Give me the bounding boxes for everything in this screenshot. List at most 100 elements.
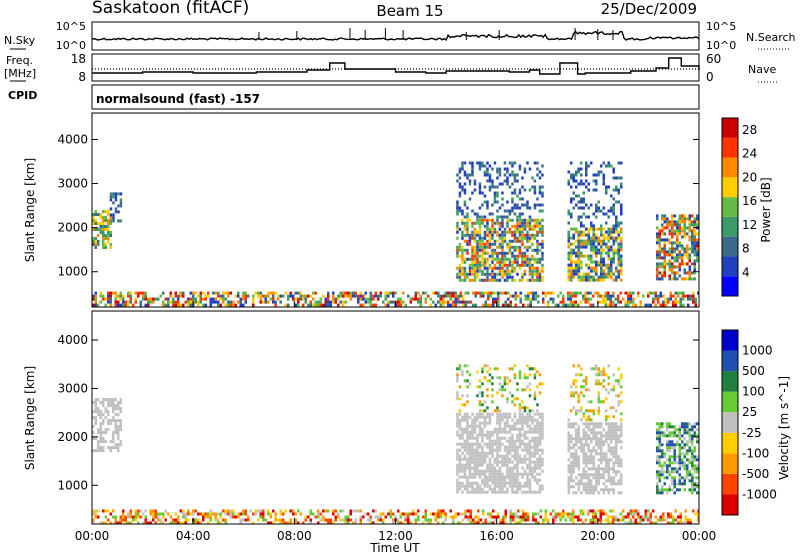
heatmap-cell (177, 515, 180, 519)
heatmap-cell (661, 256, 664, 260)
heatmap-cell (693, 253, 696, 257)
heatmap-cell (688, 229, 691, 233)
heatmap-cell (528, 227, 532, 231)
heatmap-cell (513, 233, 517, 237)
heatmap-cell (656, 434, 659, 438)
heatmap-cell (610, 248, 613, 252)
heatmap-cell (334, 518, 337, 522)
heatmap-cell (471, 466, 474, 470)
heatmap-cell (681, 464, 684, 468)
heatmap-cell (597, 373, 600, 377)
heatmap-cell (687, 303, 690, 307)
heatmap-cell (463, 182, 467, 186)
heatmap-cell (486, 173, 489, 177)
heatmap-cell (282, 294, 285, 298)
heatmap-cell (508, 218, 512, 222)
heatmap-cell (617, 482, 620, 486)
heatmap-cell (541, 191, 544, 195)
heatmap-cell (468, 269, 472, 273)
heatmap-cell (94, 297, 97, 301)
heatmap-cell (602, 452, 605, 456)
heatmap-cell (456, 487, 459, 491)
heatmap-cell (319, 518, 322, 522)
heatmap-cell (513, 245, 517, 249)
heatmap-cell (516, 448, 519, 452)
heatmap-cell (533, 278, 537, 282)
heatmap-cell (691, 428, 694, 432)
heatmap-cell (524, 297, 527, 301)
heatmap-cell (456, 236, 459, 240)
heatmap-cell (612, 515, 615, 519)
heatmap-cell (523, 421, 527, 425)
heatmap-cell (533, 218, 537, 222)
heatmap-cell (478, 469, 482, 473)
heatmap-cell (575, 491, 578, 495)
heatmap-cell (523, 167, 527, 171)
heatmap-cell (367, 300, 370, 304)
heatmap-cell (262, 512, 265, 516)
heatmap-cell (461, 248, 464, 252)
heatmap-cell (668, 449, 671, 453)
heatmap-cell (612, 230, 615, 234)
heatmap-cell (537, 512, 540, 516)
heatmap-cell (493, 263, 497, 267)
heatmap-cell (442, 294, 445, 298)
heatmap-cell (617, 434, 620, 438)
heatmap-cell (521, 412, 524, 416)
heatmap-cell (468, 179, 472, 183)
heatmap-cell (456, 227, 459, 231)
heatmap-cell (493, 466, 497, 470)
heatmap-cell (461, 266, 464, 270)
heatmap-cell (528, 430, 532, 434)
heatmap-cell (570, 385, 573, 389)
heatmap-cell (567, 467, 570, 471)
heatmap-cell (612, 212, 615, 216)
heatmap-cell (536, 245, 539, 249)
heatmap-cell (615, 428, 618, 432)
heatmap-cell (688, 440, 691, 444)
heatmap-cell (99, 225, 102, 228)
heatmap-cell (659, 518, 662, 522)
heatmap-cell (119, 201, 123, 205)
heatmap-cell (536, 457, 539, 461)
heatmap-cell (599, 512, 602, 516)
heatmap-cell (615, 470, 618, 474)
heatmap-cell (615, 431, 618, 435)
heatmap-cell (468, 161, 472, 165)
heatmap-cell (569, 512, 572, 516)
heatmap-cell (174, 294, 177, 298)
heatmap-cell (572, 251, 575, 255)
heatmap-cell (617, 257, 620, 261)
colorbar-tick-label: 12 (742, 218, 757, 232)
heatmap-cell (456, 200, 459, 204)
heatmap-cell (172, 297, 175, 301)
heatmap-cell (297, 509, 300, 513)
heatmap-cell (92, 449, 95, 453)
heatmap-cell (575, 443, 578, 447)
heatmap-cell (661, 232, 664, 236)
heatmap-cell (488, 439, 492, 443)
heatmap-cell (696, 232, 699, 236)
heatmap-cell (696, 253, 699, 257)
heatmap-cell (369, 303, 372, 307)
heatmap-cell (602, 482, 605, 486)
heatmap-cell (663, 464, 666, 468)
heatmap-cell (92, 297, 95, 301)
heatmap-cell (237, 294, 240, 298)
heatmap-cell (526, 484, 529, 488)
heatmap-cell (122, 509, 125, 513)
heatmap-cell (521, 427, 524, 431)
heatmap-cell (224, 518, 227, 522)
heatmap-cell (167, 300, 170, 304)
heatmap-cell (620, 221, 623, 225)
heatmap-cell (488, 272, 492, 276)
heatmap-cell (663, 247, 666, 251)
heatmap-cell (688, 226, 691, 230)
heatmap-cell (582, 455, 585, 459)
heatmap-cell (337, 303, 340, 307)
heatmap-cell (473, 251, 477, 255)
heatmap-cell (575, 245, 578, 249)
heatmap-cell (114, 210, 118, 214)
heatmap-cell (399, 297, 402, 301)
heatmap-cell (534, 518, 537, 522)
